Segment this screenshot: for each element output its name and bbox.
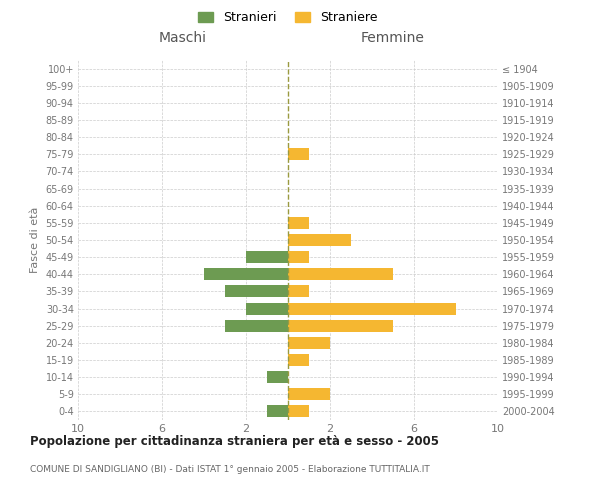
Bar [225, 286, 288, 298]
Bar [246, 302, 288, 314]
Bar [288, 234, 351, 246]
Bar [288, 354, 309, 366]
Bar [246, 251, 288, 263]
Bar [225, 320, 288, 332]
Bar [288, 302, 456, 314]
Y-axis label: Fasce di età: Fasce di età [30, 207, 40, 273]
Bar [288, 148, 309, 160]
Legend: Stranieri, Straniere: Stranieri, Straniere [193, 6, 383, 29]
Bar [288, 286, 309, 298]
Y-axis label: Anni di nascita: Anni di nascita [597, 198, 600, 281]
Bar [204, 268, 288, 280]
Bar [267, 406, 288, 417]
Bar [288, 251, 309, 263]
Bar [288, 337, 330, 349]
Bar [267, 371, 288, 383]
Text: Femmine: Femmine [361, 31, 425, 45]
Text: COMUNE DI SANDIGLIANO (BI) - Dati ISTAT 1° gennaio 2005 - Elaborazione TUTTITALI: COMUNE DI SANDIGLIANO (BI) - Dati ISTAT … [30, 465, 430, 474]
Bar [288, 406, 309, 417]
Text: Maschi: Maschi [159, 31, 207, 45]
Bar [288, 320, 393, 332]
Bar [288, 388, 330, 400]
Text: Popolazione per cittadinanza straniera per età e sesso - 2005: Popolazione per cittadinanza straniera p… [30, 435, 439, 448]
Bar [288, 217, 309, 229]
Bar [288, 268, 393, 280]
